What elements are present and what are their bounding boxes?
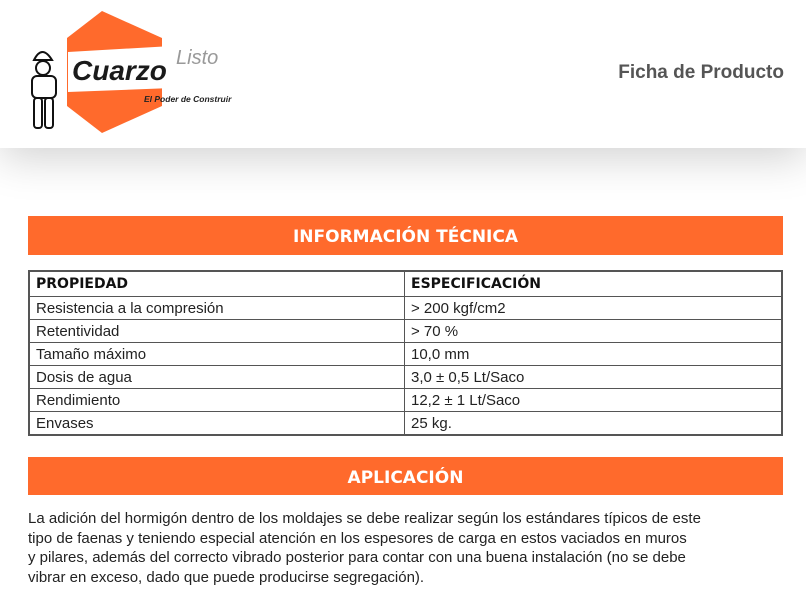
specification-cell: 3,0 ± 0,5 Lt/Saco: [404, 365, 783, 389]
logo-brand: Cuarzo: [72, 55, 167, 86]
specification-cell: 12,2 ± 1 Lt/Saco: [404, 388, 783, 412]
table-row: Rendimiento 12,2 ± 1 Lt/Saco: [28, 388, 783, 412]
specification-cell: > 200 kgf/cm2: [404, 296, 783, 320]
table-row: Envases 25 kg.: [28, 411, 783, 436]
section-heading-technical-info: INFORMACIÓN TÉCNICA: [28, 216, 783, 255]
property-cell: Retentividad: [28, 319, 405, 343]
logo-tagline: El Poder de Construir: [144, 94, 232, 104]
specification-cell: 25 kg.: [404, 411, 783, 436]
paragraph-line: La adición del hormigón dentro de los mo…: [28, 510, 701, 527]
application-paragraph: La adición del hormigón dentro de los mo…: [28, 509, 788, 587]
property-cell: Rendimiento: [28, 388, 405, 412]
table-header-row: PROPIEDAD ESPECIFICACIÓN: [28, 270, 783, 297]
table-row: Tamaño máximo 10,0 mm: [28, 342, 783, 366]
cuarzo-listo-logo: Cuarzo Listo El Poder de Construir: [31, 11, 232, 133]
paragraph-line: tipo de faenas y teniendo especial atenc…: [28, 529, 687, 547]
table-row: Dosis de agua 3,0 ± 0,5 Lt/Saco: [28, 365, 783, 389]
specification-cell: > 70 %: [404, 319, 783, 343]
specification-cell: 10,0 mm: [404, 342, 783, 366]
table-row: Retentividad > 70 %: [28, 319, 783, 343]
paragraph-line: vibrar en exceso, dado que puede produci…: [28, 568, 425, 586]
page-header: Cuarzo Listo El Poder de Construir Ficha…: [0, 0, 806, 148]
worker-mascot-icon: [31, 51, 57, 129]
section-heading-application: APLICACIÓN: [28, 457, 783, 495]
logo-brand2: Listo: [176, 47, 218, 69]
table-row: Resistencia a la compresión > 200 kgf/cm2: [28, 296, 783, 320]
column-header-specification: ESPECIFICACIÓN: [404, 270, 783, 297]
technical-specs-table: PROPIEDAD ESPECIFICACIÓN Resistencia a l…: [28, 270, 783, 436]
property-cell: Tamaño máximo: [28, 342, 405, 366]
column-header-property: PROPIEDAD: [28, 270, 405, 297]
page-title: Ficha de Producto: [618, 62, 784, 83]
property-cell: Resistencia a la compresión: [28, 296, 405, 320]
property-cell: Dosis de agua: [28, 365, 405, 389]
property-cell: Envases: [28, 411, 405, 436]
paragraph-line: y pilares, además del correcto vibrado p…: [28, 549, 686, 566]
